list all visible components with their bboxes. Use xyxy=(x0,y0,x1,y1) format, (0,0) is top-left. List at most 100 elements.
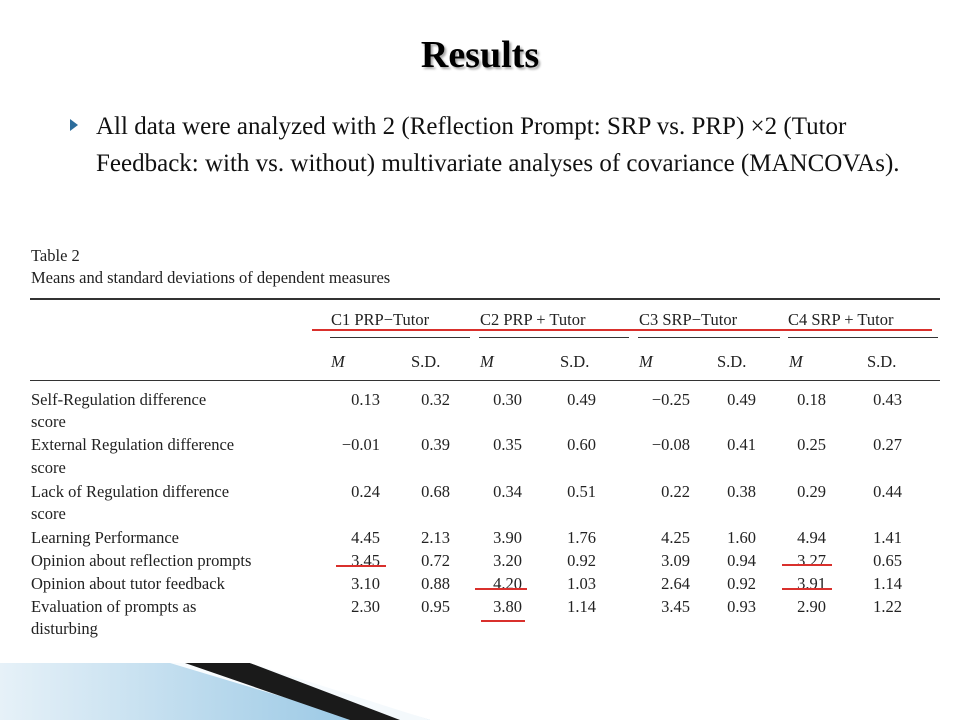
bullet-item: All data were analyzed with 2 (Reflectio… xyxy=(70,108,930,182)
row-label-continued: disturbing xyxy=(31,619,98,638)
row-label: Opinion about tutor feedback xyxy=(31,574,225,593)
subheader-m: M xyxy=(789,352,803,371)
row-label: Evaluation of prompts as xyxy=(31,597,197,616)
table-cell: 3.20 xyxy=(493,551,522,570)
table-cell: 0.65 xyxy=(873,551,902,570)
table-top-rule xyxy=(30,298,940,300)
table-cell: 0.25 xyxy=(797,435,826,454)
table-cell: 0.13 xyxy=(351,390,380,409)
table-cell: 0.43 xyxy=(873,390,902,409)
group-header: C2 PRP + Tutor xyxy=(480,310,586,329)
header-bottom-rule xyxy=(30,380,940,381)
table-cell: 0.22 xyxy=(661,482,690,501)
cell-highlight-underline xyxy=(782,564,832,566)
table-cell: 0.60 xyxy=(567,435,596,454)
table-cell: 0.27 xyxy=(873,435,902,454)
table-cell: 0.88 xyxy=(421,574,450,593)
table-cell: 0.92 xyxy=(727,574,756,593)
table-cell: 0.49 xyxy=(567,390,596,409)
table-cell: 3.90 xyxy=(493,528,522,547)
table-cell: 0.92 xyxy=(567,551,596,570)
table-cell: −0.01 xyxy=(341,435,380,454)
white-fill xyxy=(250,663,960,720)
table-cell: −0.08 xyxy=(651,435,690,454)
table-cell: 0.94 xyxy=(727,551,756,570)
table-cell: 0.35 xyxy=(493,435,522,454)
table-cell: 0.18 xyxy=(797,390,826,409)
subheader-sd: S.D. xyxy=(560,352,590,371)
group-rule xyxy=(788,337,938,338)
table-cell: 0.39 xyxy=(421,435,450,454)
table-cell: 1.14 xyxy=(567,597,596,616)
table-cell: 0.93 xyxy=(727,597,756,616)
table-cell: 0.34 xyxy=(493,482,522,501)
table-cell: 0.72 xyxy=(421,551,450,570)
table-cell: 0.44 xyxy=(873,482,902,501)
table-cell: 1.22 xyxy=(873,597,902,616)
row-label-continued: score xyxy=(31,504,66,523)
group-header: C4 SRP + Tutor xyxy=(788,310,894,329)
table-cell: 1.03 xyxy=(567,574,596,593)
row-label: Self-Regulation difference xyxy=(31,390,207,409)
table-cell: 3.91 xyxy=(797,574,826,593)
group-header: C1 PRP−Tutor xyxy=(331,310,430,329)
group-rule xyxy=(330,337,470,338)
table-cell: 0.29 xyxy=(797,482,826,501)
table-cell: 1.60 xyxy=(727,528,756,547)
table-cell: 2.30 xyxy=(351,597,380,616)
row-label: Learning Performance xyxy=(31,528,179,547)
slide-title: Results xyxy=(420,34,540,76)
table-cell: 0.95 xyxy=(421,597,450,616)
subheader-sd: S.D. xyxy=(411,352,441,371)
table-cell: 2.90 xyxy=(797,597,826,616)
results-table: Table 2 Means and standard deviations of… xyxy=(30,246,942,650)
decorative-bottom-bar xyxy=(0,663,960,720)
table-cell: 3.09 xyxy=(661,551,690,570)
table-cell: 3.45 xyxy=(661,597,690,616)
table-caption-label: Table 2 xyxy=(31,246,80,265)
group-rule xyxy=(638,337,780,338)
table-cell: 2.64 xyxy=(661,574,690,593)
row-label: External Regulation difference xyxy=(31,435,235,454)
header-highlight-underline xyxy=(312,329,932,331)
cell-highlight-underline xyxy=(782,588,832,590)
table-cell: 0.41 xyxy=(727,435,756,454)
table-cell: 0.30 xyxy=(493,390,522,409)
subheader-sd: S.D. xyxy=(717,352,747,371)
table-cell: 4.20 xyxy=(493,574,522,593)
triangle-bullet-icon xyxy=(70,119,78,131)
group-header: C3 SRP−Tutor xyxy=(639,310,738,329)
table-cell: 3.80 xyxy=(493,597,522,616)
table-cell: 0.24 xyxy=(351,482,380,501)
table-cell: 4.45 xyxy=(351,528,380,547)
row-label: Opinion about reflection prompts xyxy=(31,551,252,570)
table-cell: 3.10 xyxy=(351,574,380,593)
subheader-m: M xyxy=(331,352,345,371)
table-cell: 4.25 xyxy=(661,528,690,547)
table-cell: 0.38 xyxy=(727,482,756,501)
table-cell: 1.14 xyxy=(873,574,902,593)
group-rule xyxy=(479,337,629,338)
table-cell: 3.27 xyxy=(797,551,826,570)
table-cell: 3.45 xyxy=(351,551,380,570)
subheader-m: M xyxy=(639,352,653,371)
subheader-sd: S.D. xyxy=(867,352,897,371)
row-label-continued: score xyxy=(31,412,66,431)
black-wedge xyxy=(185,663,400,720)
table-cell: 0.49 xyxy=(727,390,756,409)
table-cell: 2.13 xyxy=(421,528,450,547)
row-label-continued: score xyxy=(31,458,66,477)
table-cell: −0.25 xyxy=(651,390,690,409)
table-cell: 0.51 xyxy=(567,482,596,501)
cell-highlight-underline xyxy=(336,565,386,567)
subheader-m: M xyxy=(480,352,494,371)
cell-highlight-underline xyxy=(475,588,527,590)
table-cell: 0.68 xyxy=(421,482,450,501)
cell-highlight-underline xyxy=(481,620,525,622)
table-caption-text: Means and standard deviations of depende… xyxy=(31,268,391,287)
table-cell: 0.32 xyxy=(421,390,450,409)
bullet-text: All data were analyzed with 2 (Reflectio… xyxy=(96,113,900,177)
row-label: Lack of Regulation difference xyxy=(31,482,230,501)
table-cell: 1.41 xyxy=(873,528,902,547)
table-cell: 4.94 xyxy=(797,528,826,547)
